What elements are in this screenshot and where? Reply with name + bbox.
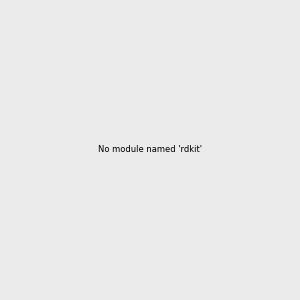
Text: No module named 'rdkit': No module named 'rdkit'	[98, 146, 202, 154]
